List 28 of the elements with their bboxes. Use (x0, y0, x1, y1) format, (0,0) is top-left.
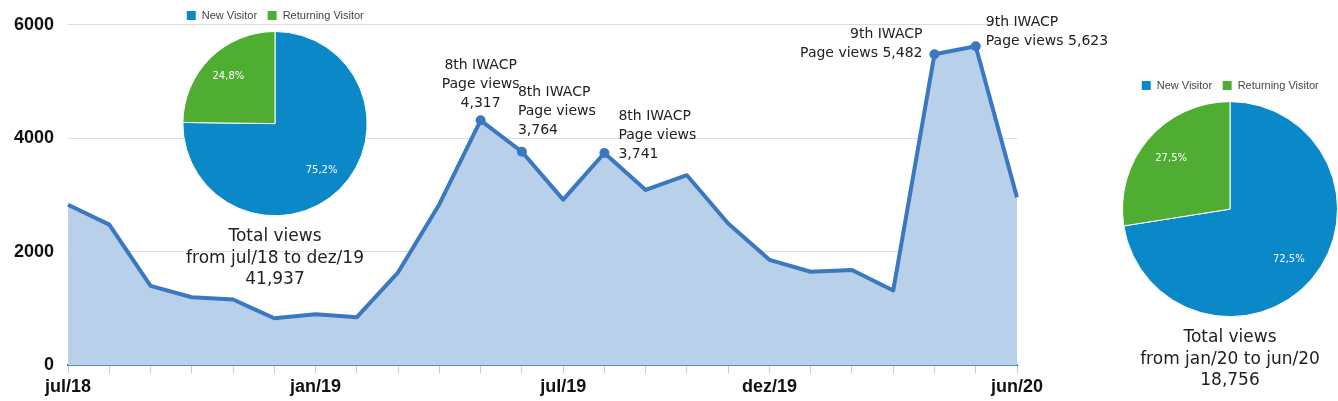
y-tick-label: 6000 (14, 13, 55, 34)
data-label: 75,2% (305, 164, 338, 176)
legend-label: Returning Visitor (282, 8, 365, 21)
point (599, 148, 610, 159)
data-label: 27,5% (1155, 152, 1188, 164)
x-tick-label: jun/20 (989, 376, 1044, 397)
data-label: 72,5% (1272, 252, 1305, 264)
text: Total views from jul/18 to dez/19 41,937 (186, 225, 364, 288)
point (929, 49, 940, 60)
legend-label: New Visitor (1156, 78, 1213, 91)
legend-label: Returning Visitor (1237, 78, 1320, 91)
annotation: 8th IWACP Page views 4,317 (441, 55, 520, 110)
text: Total views from jan/20 to jun/20 18,756 (1140, 326, 1320, 389)
x-tick-label: dez/19 (741, 376, 797, 397)
x-tick-label: jul/18 (44, 376, 92, 397)
annotation: 9th IWACP Page views 5,482 (800, 24, 923, 60)
annotation: 8th IWACP Page views 3,741 (618, 106, 697, 161)
point (516, 146, 527, 157)
y-tick-label: 2000 (14, 240, 55, 261)
point (475, 115, 486, 126)
data-label: 24,8% (212, 70, 245, 82)
x-tick-label: jul/19 (539, 376, 587, 397)
x-tick-label: jan/19 (289, 376, 342, 397)
point (970, 41, 981, 52)
y-tick-label: 0 (44, 354, 55, 375)
legend-label: New Visitor (201, 8, 258, 21)
y-tick-label: 4000 (14, 127, 55, 148)
annotation: 9th IWACP Page views 5,623 (985, 12, 1109, 48)
